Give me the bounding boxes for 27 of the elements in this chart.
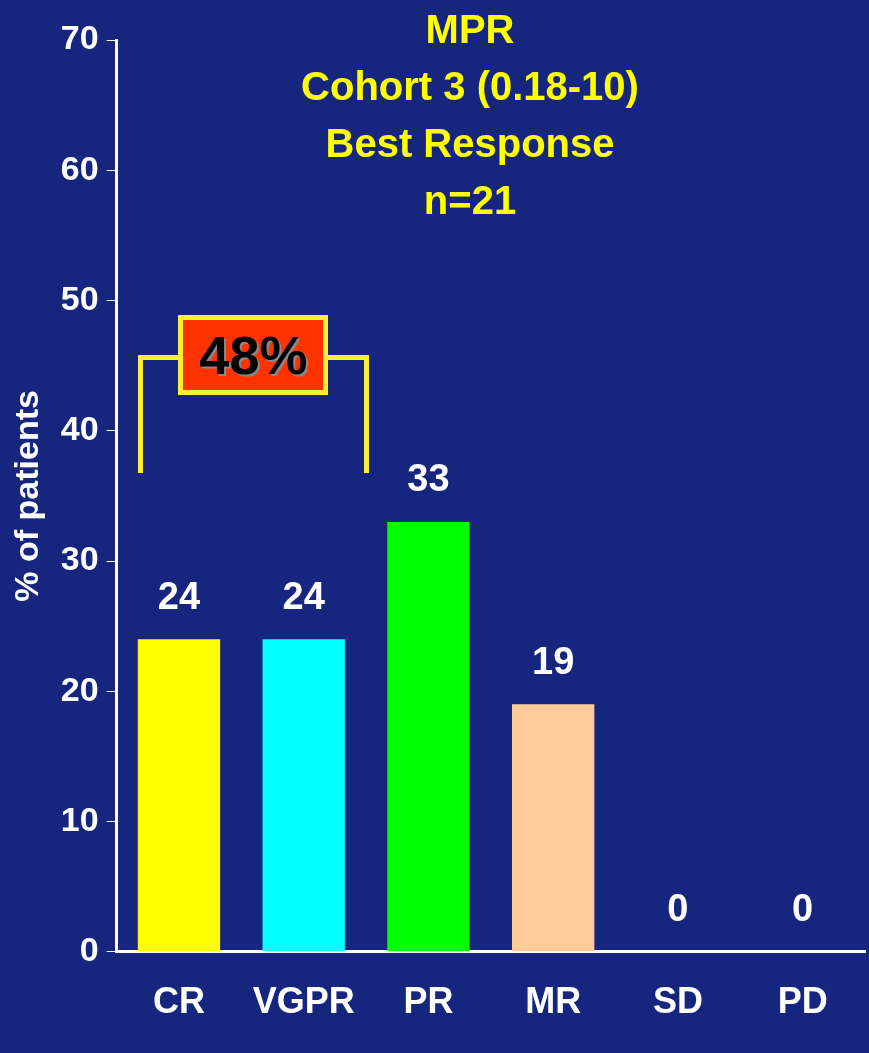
y-tick-label: 20 bbox=[60, 669, 99, 708]
y-tick-label: 60 bbox=[60, 148, 99, 187]
y-tick-label: 30 bbox=[60, 539, 99, 578]
bar bbox=[512, 704, 595, 952]
y-axis-title: % of patients bbox=[6, 390, 45, 602]
bar bbox=[387, 521, 470, 952]
x-tick-label: PD bbox=[777, 980, 828, 1022]
data-label: 19 bbox=[532, 639, 575, 682]
x-tick-label: SD bbox=[652, 980, 703, 1022]
bar bbox=[137, 639, 221, 952]
data-label: 24 bbox=[282, 574, 325, 617]
y-tick-label: 70 bbox=[60, 18, 99, 57]
y-tick-label: 0 bbox=[79, 930, 99, 969]
annotation: 48% bbox=[178, 314, 329, 395]
data-label: 33 bbox=[407, 457, 450, 500]
y-tick-label: 50 bbox=[60, 278, 99, 317]
data-label: 0 bbox=[667, 887, 689, 930]
y-tick-label: 40 bbox=[60, 409, 99, 448]
data-label: 0 bbox=[792, 887, 814, 930]
x-tick-label: CR bbox=[152, 980, 205, 1022]
text: MPR Cohort 3 (0.18-10) Best Response n=21 bbox=[301, 7, 639, 223]
bar bbox=[262, 639, 345, 952]
data-label: 24 bbox=[157, 574, 201, 617]
x-tick-label: VGPR bbox=[252, 980, 355, 1022]
y-tick-label: 10 bbox=[60, 799, 99, 838]
x-tick-label: PR bbox=[403, 980, 454, 1022]
x-tick-label: MR bbox=[525, 980, 582, 1022]
